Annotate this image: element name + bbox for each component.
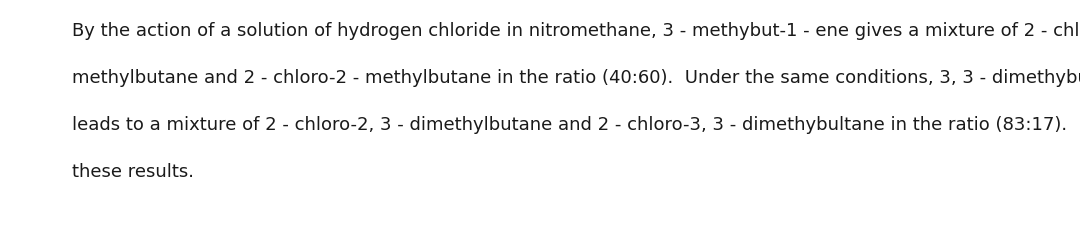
Text: leads to a mixture of 2 - chloro-2, 3 - dimethylbutane and 2 - chloro-3, 3 - dim: leads to a mixture of 2 - chloro-2, 3 - … <box>72 116 1080 134</box>
Text: these results.: these results. <box>72 163 194 181</box>
Text: methylbutane and 2 - chloro-2 - methylbutane in the ratio (40:60).  Under the sa: methylbutane and 2 - chloro-2 - methylbu… <box>72 69 1080 87</box>
Text: By the action of a solution of hydrogen chloride in nitromethane, 3 - methybut-1: By the action of a solution of hydrogen … <box>72 22 1080 40</box>
